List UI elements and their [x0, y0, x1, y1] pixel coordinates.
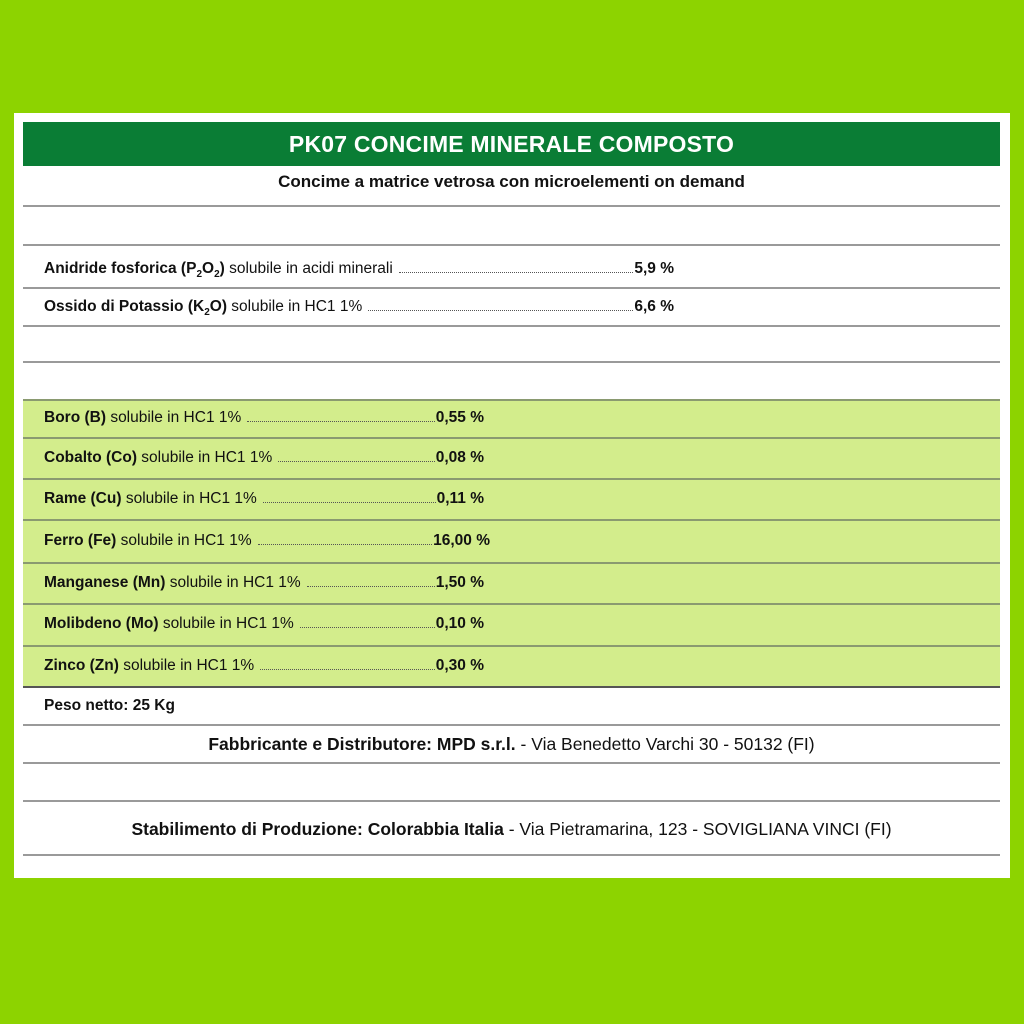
micronutrient-row: Cobalto (Co) solubile in HC1 1% 0,08 %: [23, 437, 1000, 478]
nutrient-label: Manganese (Mn) solubile in HC1 1%: [44, 573, 301, 591]
nutrient-label: Cobalto (Co) solubile in HC1 1%: [44, 448, 273, 466]
dot-leader: [247, 421, 435, 422]
nutrient-value: 5,9 %: [634, 259, 674, 277]
nutrient-label: Zinco (Zn) solubile in HC1 1%: [44, 656, 255, 674]
divider: [23, 325, 1000, 327]
micronutrient-row: Molibdeno (Mo) solubile in HC1 1% 0,10 %: [23, 603, 1000, 645]
micronutrient-row: Ferro (Fe) solubile in HC1 1% 16,00 %: [23, 519, 1000, 562]
dot-leader: [299, 627, 435, 628]
nutrient-row-phosphorus: Anidride fosforica (P2O2) solubile in ac…: [23, 250, 1000, 287]
nutrient-value: 0,08 %: [435, 448, 484, 466]
dot-leader: [260, 668, 435, 670]
net-weight: Peso netto: 25 Kg: [44, 697, 175, 714]
divider: [23, 562, 1000, 564]
divider: [23, 205, 1000, 207]
divider: [23, 519, 1000, 521]
product-title: PK07 CONCIME MINERALE COMPOSTO: [23, 122, 1000, 166]
divider: [23, 437, 1000, 439]
divider: [23, 724, 1000, 726]
dot-leader: [368, 310, 634, 311]
divider: [23, 399, 1000, 401]
divider: [23, 645, 1000, 647]
micronutrient-row: Rame (Cu) solubile in HC1 1% 0,11 %: [23, 478, 1000, 519]
nutrient-value: 0,11 %: [436, 489, 484, 507]
divider: [23, 800, 1000, 802]
divider: [23, 603, 1000, 605]
divider: [23, 287, 1000, 289]
divider: [23, 361, 1000, 363]
divider: [23, 478, 1000, 480]
nutrient-label: Ferro (Fe) solubile in HC1 1%: [44, 531, 252, 549]
nutrient-value: 0,30 %: [435, 656, 484, 674]
nutrient-value: 16,00 %: [433, 531, 490, 549]
micronutrient-row: Boro (B) solubile in HC1 1% 0,55 %: [23, 399, 1000, 437]
micronutrient-row: Manganese (Mn) solubile in HC1 1% 1,50 %: [23, 562, 1000, 603]
nutrient-value: 0,10 %: [435, 615, 484, 632]
nutrient-label: Ossido di Potassio (K2O) solubile in HC1…: [44, 298, 363, 318]
dot-leader: [306, 585, 435, 587]
manufacturer-info: Fabbricante e Distributore: MPD s.r.l. -…: [208, 734, 815, 754]
nutrient-label: Molibdeno (Mo) solubile in HC1 1%: [44, 615, 294, 632]
divider: [23, 686, 1000, 688]
micronutrient-row: Zinco (Zn) solubile in HC1 1% 0,30 %: [23, 645, 1000, 686]
nutrient-label: Anidride fosforica (P2O2) solubile in ac…: [44, 259, 393, 280]
nutrient-label: Boro (B) solubile in HC1 1%: [44, 409, 242, 426]
dot-leader: [278, 460, 435, 462]
divider: [23, 854, 1000, 856]
nutrient-value: 1,50 %: [435, 573, 484, 591]
dot-leader: [262, 501, 436, 503]
divider: [23, 762, 1000, 764]
nutrient-value: 6,6 %: [634, 298, 674, 315]
dot-leader: [257, 543, 433, 545]
nutrient-row-potassium: Ossido di Potassio (K2O) solubile in HC1…: [23, 289, 1000, 325]
divider: [23, 244, 1000, 246]
nutrient-label: Rame (Cu) solubile in HC1 1%: [44, 489, 257, 507]
plant-info: Stabilimento di Produzione: Colorabbia I…: [131, 818, 892, 839]
dot-leader: [398, 271, 634, 273]
product-subtitle: Concime a matrice vetrosa con microeleme…: [278, 172, 745, 191]
nutrient-value: 0,55 %: [435, 409, 484, 426]
